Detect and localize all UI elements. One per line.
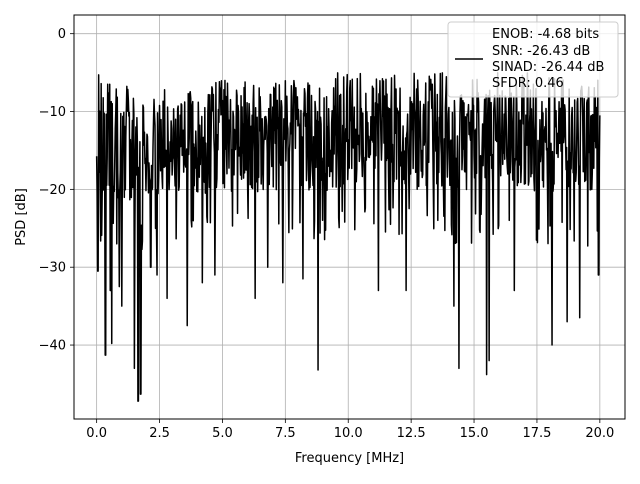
x-tick-label: 0.0	[86, 426, 107, 441]
y-tick-label: 0	[58, 27, 66, 42]
psd-series-line	[95, 71, 601, 402]
x-tick-label: 5.0	[212, 426, 233, 441]
x-tick-label: 17.5	[522, 426, 551, 441]
legend-entry-sfdr: SFDR: 0.46	[492, 76, 564, 91]
legend-entry-snr: SNR: -26.43 dB	[492, 44, 590, 59]
y-tick-label: −30	[39, 261, 66, 276]
y-tick-label: −10	[39, 105, 66, 120]
y-axis-label: PSD [dB]	[14, 188, 29, 246]
x-axis-ticks: 0.0 2.5 5.0 7.5 10.0 12.5 15.0 17.5 20.0	[86, 419, 614, 441]
y-tick-label: −40	[39, 339, 66, 354]
x-tick-label: 10.0	[334, 426, 363, 441]
x-tick-label: 2.5	[149, 426, 170, 441]
x-axis-label: Frequency [MHz]	[295, 451, 404, 466]
x-tick-label: 12.5	[397, 426, 426, 441]
legend-entry-sinad: SINAD: -26.44 dB	[492, 60, 604, 75]
y-axis-ticks: 0 −10 −20 −30 −40	[39, 27, 74, 354]
axes-frame	[73, 14, 626, 420]
x-tick-label: 7.5	[275, 426, 296, 441]
x-tick-label: 20.0	[585, 426, 614, 441]
y-tick-label: −20	[39, 183, 66, 198]
plot-area	[95, 71, 601, 402]
legend-entry-enob: ENOB: -4.68 bits	[492, 27, 599, 42]
legend: ENOB: -4.68 bits SNR: -26.43 dB SINAD: -…	[447, 21, 619, 98]
x-tick-label: 15.0	[460, 426, 489, 441]
legend-box	[447, 21, 619, 98]
